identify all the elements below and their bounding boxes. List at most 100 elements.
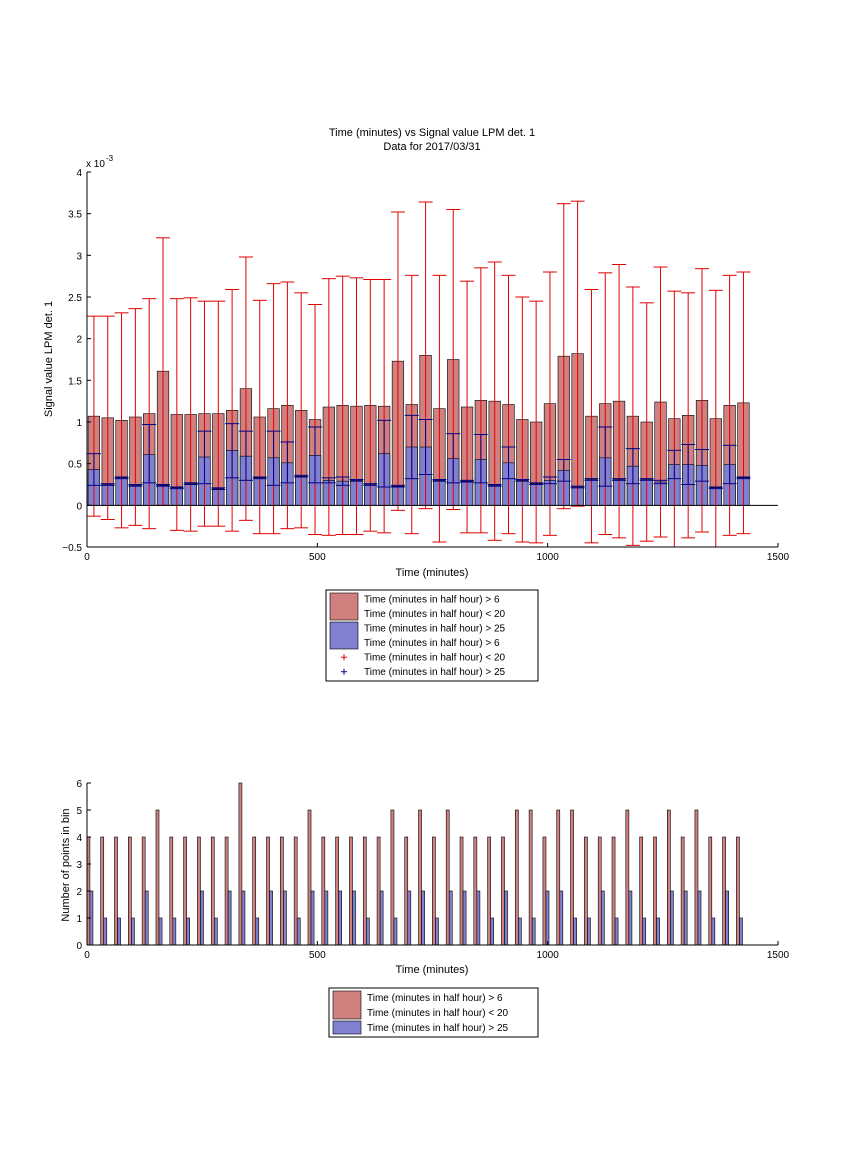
chart-2-bar	[490, 917, 495, 946]
chart-1-y-exponent-power: -3	[106, 154, 114, 163]
chart-2-bar	[518, 917, 522, 946]
chart-2-bar	[501, 836, 505, 946]
chart-1-y-tick-label: 3	[76, 251, 82, 262]
chart-2-bar	[739, 917, 743, 946]
chart-2-bar	[711, 917, 716, 946]
chart-2-bar	[293, 836, 298, 946]
chart-2-bar	[141, 836, 146, 946]
chart-2-bar	[542, 836, 547, 946]
chart-1-x-tick-label: 0	[84, 552, 90, 563]
chart-2-bar	[639, 836, 644, 946]
chart-2-bar	[473, 836, 478, 946]
chart-1-plot-area: 0 500 1000 1500−0.500.511.522.533.54	[62, 168, 789, 563]
chart-1-legend-label: Time (minutes in half hour) > 25	[364, 624, 506, 635]
chart-2-bar	[445, 809, 450, 946]
chart-2-bar	[183, 836, 187, 946]
chart-2-bar	[432, 836, 436, 946]
chart-2-y-tick-label: 1	[76, 914, 82, 925]
chart-1-errorbars-1	[86, 200, 751, 548]
chart-2-bar	[227, 890, 232, 946]
chart-2-bar	[186, 917, 190, 946]
chart-1-x-tick-label: 500	[309, 552, 326, 563]
chart-1-legend-label: Time (minutes in half hour) > 6	[364, 638, 500, 649]
chart-2-bar	[404, 836, 409, 946]
chart-1-legend-box	[325, 589, 539, 682]
chart-2-y-tick-label: 6	[76, 779, 82, 790]
chart-2-y-tick-label: 4	[76, 833, 82, 844]
chart-1: Time (minutes) vs Signal value LPM det. …	[43, 127, 790, 682]
chart-2-bar	[324, 890, 329, 946]
chart-2-bar	[584, 836, 588, 946]
chart-1-y-tick-label: 1	[76, 418, 82, 429]
chart-2-bar	[545, 890, 550, 946]
chart-2-bar	[504, 890, 508, 946]
chart-2-bar	[376, 836, 381, 946]
chart-1-y-tick-label: 4	[76, 168, 82, 179]
chart-2-series-2	[89, 890, 743, 946]
chart-1-y-tick-label: 3.5	[68, 210, 82, 221]
chart-1-y-exponent: x 10 -3	[86, 154, 114, 170]
chart-1-x-tick-label: 1500	[767, 552, 790, 563]
chart-2-bar	[573, 917, 577, 946]
chart-2-y-tick-label: 2	[76, 887, 82, 898]
chart-2-bar	[100, 836, 105, 946]
chart-2-y-axis-label: Number of points in bin	[60, 808, 72, 921]
chart-2-x-tick-label: 1000	[537, 950, 560, 961]
chart-2-legend: Time (minutes in half hour) > 6 Time (min…	[328, 987, 539, 1038]
chart-2-bar	[103, 917, 108, 946]
chart-1-legend: Time (minutes in half hour) > 6 Time (min…	[325, 589, 539, 682]
chart-2-bar	[487, 836, 491, 946]
chart-1-x-tick-label: 1000	[537, 552, 560, 563]
chart-2-bar	[155, 809, 160, 946]
chart-2-bar	[269, 890, 273, 946]
chart-1-y-tick-label: 0	[76, 501, 82, 512]
chart-2-bar	[238, 782, 243, 946]
chart-2-bar	[570, 809, 574, 946]
chart-2-bar	[241, 890, 246, 946]
chart-2-bar	[296, 917, 301, 946]
chart-1-y-tick-label: 0.5	[68, 460, 82, 471]
chart-2-y-tick-label: 0	[76, 941, 82, 952]
chart-2-bar	[128, 836, 132, 946]
chart-2-bar	[680, 836, 685, 946]
chart-2-y-tick-label: 5	[76, 806, 82, 817]
chart-2-bar	[335, 836, 339, 946]
chart-2-bar	[697, 890, 702, 946]
chart-2-plot-area: 0 500 1000 1500 0 1 2 3 4 5 6	[76, 779, 789, 961]
chart-2-bar	[349, 836, 353, 946]
chart-2-bar	[197, 836, 201, 946]
chart-2-bar	[213, 917, 218, 946]
chart-2-bar	[280, 836, 284, 946]
chart-2-legend-box	[328, 987, 539, 1038]
chart-1-subtitle: Data for 2017/03/31	[383, 141, 480, 153]
chart-1-y-tick-label: 2	[76, 335, 82, 346]
chart-2-x-tick-label: 1500	[767, 950, 790, 961]
chart-2-bar	[614, 917, 619, 946]
chart-2-bar	[653, 836, 657, 946]
chart-2-bar	[531, 917, 536, 946]
chart-2-bar	[559, 890, 564, 946]
chart-2-bar	[694, 809, 699, 946]
chart-1-y-exponent-base: x 10	[86, 159, 105, 170]
chart-2-bar	[366, 917, 370, 946]
chart-2-bar	[708, 836, 713, 946]
chart-2-bar	[321, 836, 326, 946]
chart-2-bar	[393, 917, 398, 946]
chart-2-bar	[131, 917, 135, 946]
chart-2-legend-label: Time (minutes in half hour) < 20	[367, 1008, 509, 1019]
chart-2-legend-patch	[332, 1020, 362, 1035]
chart-2-bar	[255, 917, 260, 946]
chart-1-y-axis-label: Signal value LPM det. 1	[43, 301, 55, 417]
chart-2-bar	[144, 890, 149, 946]
chart-2-bar	[625, 809, 630, 946]
chart-2-x-tick-label: 500	[309, 950, 326, 961]
chart-2-bar	[379, 890, 384, 946]
chart-2-bar	[587, 917, 591, 946]
chart-2-bar	[362, 836, 367, 946]
chart-1-y-tick-label: −0.5	[62, 543, 82, 554]
chart-2-bar	[338, 890, 343, 946]
chart-2-legend-label: Time (minutes in half hour) > 25	[367, 1023, 509, 1034]
chart-2-bar	[252, 836, 257, 946]
chart-2-bar	[407, 890, 412, 946]
